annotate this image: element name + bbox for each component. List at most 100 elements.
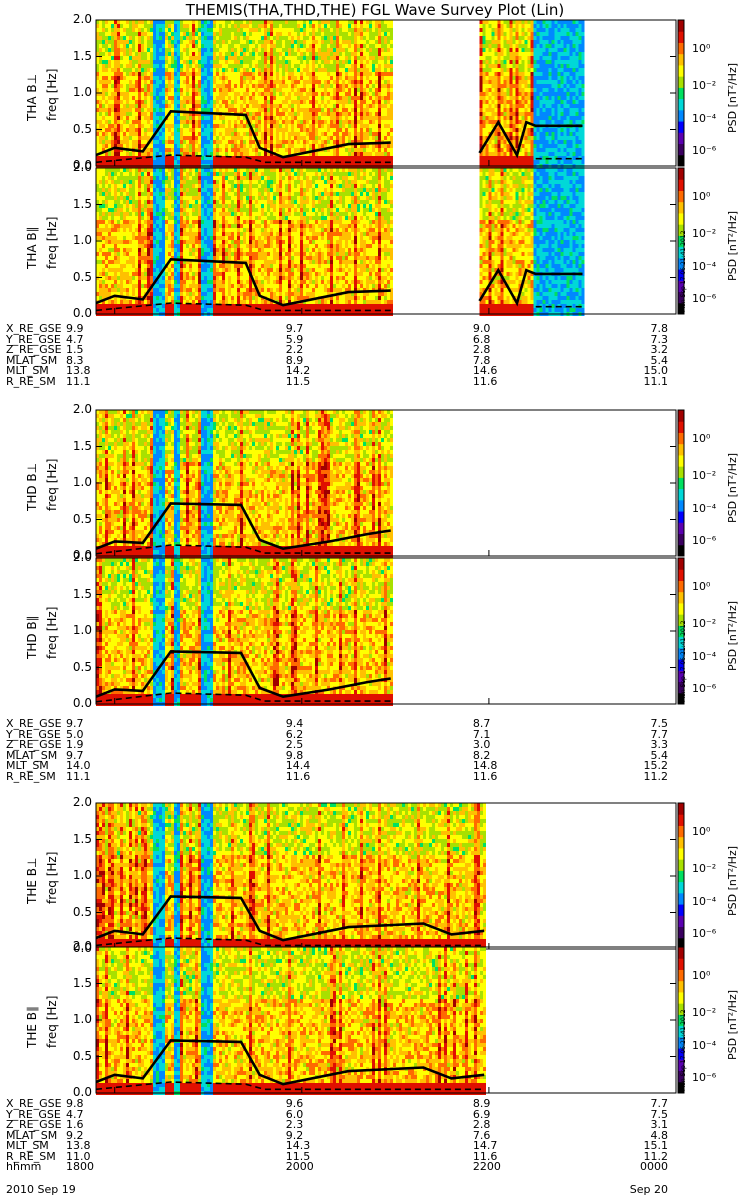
spectrogram-cell — [312, 60, 315, 64]
spectrogram-cell — [554, 152, 558, 156]
spectrogram-cell — [273, 100, 276, 104]
spectrogram-cell — [306, 104, 309, 108]
spectrogram-cell — [132, 92, 135, 96]
spectrogram-cell — [171, 144, 174, 148]
spectrogram-cell — [192, 148, 195, 152]
spectrogram-cell — [536, 68, 540, 72]
spectrogram-cell — [575, 120, 579, 124]
spectrogram-cell — [551, 84, 555, 88]
spectrogram-cell — [273, 60, 276, 64]
spectrogram-cell — [228, 140, 231, 144]
spectrogram-cell — [156, 24, 159, 28]
spectrogram-cell — [189, 20, 192, 24]
spectrogram-cell — [518, 76, 522, 80]
spectrogram-cell — [198, 68, 201, 72]
spectrogram-cell — [297, 76, 300, 80]
spectrogram-cell — [213, 24, 216, 28]
spectrogram-cell — [264, 156, 267, 160]
spectrogram-cell — [159, 72, 162, 76]
spectrogram-cell — [114, 24, 117, 28]
spectrogram-cell — [545, 20, 549, 24]
spectrogram-cell — [342, 96, 345, 100]
spectrogram-cell — [222, 144, 225, 148]
spectrogram-cell — [503, 84, 507, 88]
spectrogram-cell — [162, 44, 165, 48]
spectrogram-cell — [306, 32, 309, 36]
spectrogram-cell — [195, 92, 198, 96]
spectrogram-cell — [512, 24, 516, 28]
spectrogram-cell — [345, 144, 348, 148]
spectrogram-cell — [327, 148, 330, 152]
spectrogram-cell — [351, 80, 354, 84]
spectrogram-cell — [342, 104, 345, 108]
spectrogram-cell — [512, 100, 516, 104]
colorbar-step — [678, 87, 684, 100]
spectrogram-cell — [267, 140, 270, 144]
spectrogram-cell — [494, 72, 498, 76]
spectrogram-cell — [357, 120, 360, 124]
spectrogram-cell — [282, 68, 285, 72]
spectrogram-cell — [566, 76, 570, 80]
spectrogram-cell — [306, 156, 309, 160]
spectrogram-cell — [111, 96, 114, 100]
spectrogram-cell — [309, 32, 312, 36]
colorbar-step — [678, 31, 684, 43]
spectrogram-cell — [372, 68, 375, 72]
spectrogram-cell — [312, 36, 315, 40]
spectrogram-cell — [186, 92, 189, 96]
spectrogram-cell — [381, 112, 384, 116]
spectrogram-cell — [267, 100, 270, 104]
spectrogram-cell — [288, 140, 291, 144]
spectrogram-cell — [357, 48, 360, 52]
spectrogram-cell — [177, 144, 180, 148]
spectrogram-cell — [351, 68, 354, 72]
spectrogram-cell — [198, 72, 201, 76]
spectrogram-cell — [542, 56, 546, 60]
spectrogram-cell — [144, 128, 147, 132]
spectrogram-cell — [255, 160, 258, 164]
spectrogram-cell — [354, 84, 357, 88]
spectrogram-cell — [258, 44, 261, 48]
spectrogram-cell — [186, 136, 189, 140]
spectrogram-cell — [375, 156, 378, 160]
spectrogram-cell — [294, 28, 297, 32]
spectrogram-cell — [123, 64, 126, 68]
spectrogram-cell — [575, 84, 579, 88]
spectrogram-cell — [521, 160, 525, 164]
spectrogram-cell — [228, 160, 231, 164]
spectrogram-cell — [488, 72, 492, 76]
spectrogram-cell — [503, 76, 507, 80]
spectrogram-cell — [111, 140, 114, 144]
spectrogram-cell — [572, 160, 576, 164]
spectrogram-cell — [378, 20, 381, 24]
spectrogram-cell — [369, 116, 372, 120]
spectrogram-cell — [240, 48, 243, 52]
spectrogram-cell — [198, 24, 201, 28]
spectrogram-cell — [497, 88, 501, 92]
spectrogram-cell — [327, 92, 330, 96]
spectrogram-cell — [494, 20, 498, 24]
spectrogram-cell — [384, 144, 387, 148]
spectrogram-cell — [234, 128, 237, 132]
spectrogram-cell — [282, 140, 285, 144]
spectrogram-cell — [141, 116, 144, 120]
spectrogram-cell — [279, 116, 282, 120]
spectrogram-cell — [270, 60, 273, 64]
spectrogram-cell — [210, 56, 213, 60]
spectrogram-cell — [294, 128, 297, 132]
spectrogram-cell — [360, 108, 363, 112]
spectrogram-cell — [309, 76, 312, 80]
spectrogram-cell — [204, 152, 207, 156]
spectrogram-cell — [99, 156, 102, 160]
spectrogram-cell — [255, 156, 258, 160]
spectrogram-cell — [156, 60, 159, 64]
spectrogram-cell — [108, 20, 111, 24]
spectrogram-cell — [207, 124, 210, 128]
spectrogram-cell — [327, 24, 330, 28]
spectrogram-cell — [554, 116, 558, 120]
spectrogram-cell — [228, 148, 231, 152]
spectrogram-cell — [159, 32, 162, 36]
spectrogram-cell — [123, 100, 126, 104]
spectrogram-cell — [342, 88, 345, 92]
spectrogram-cell — [273, 64, 276, 68]
